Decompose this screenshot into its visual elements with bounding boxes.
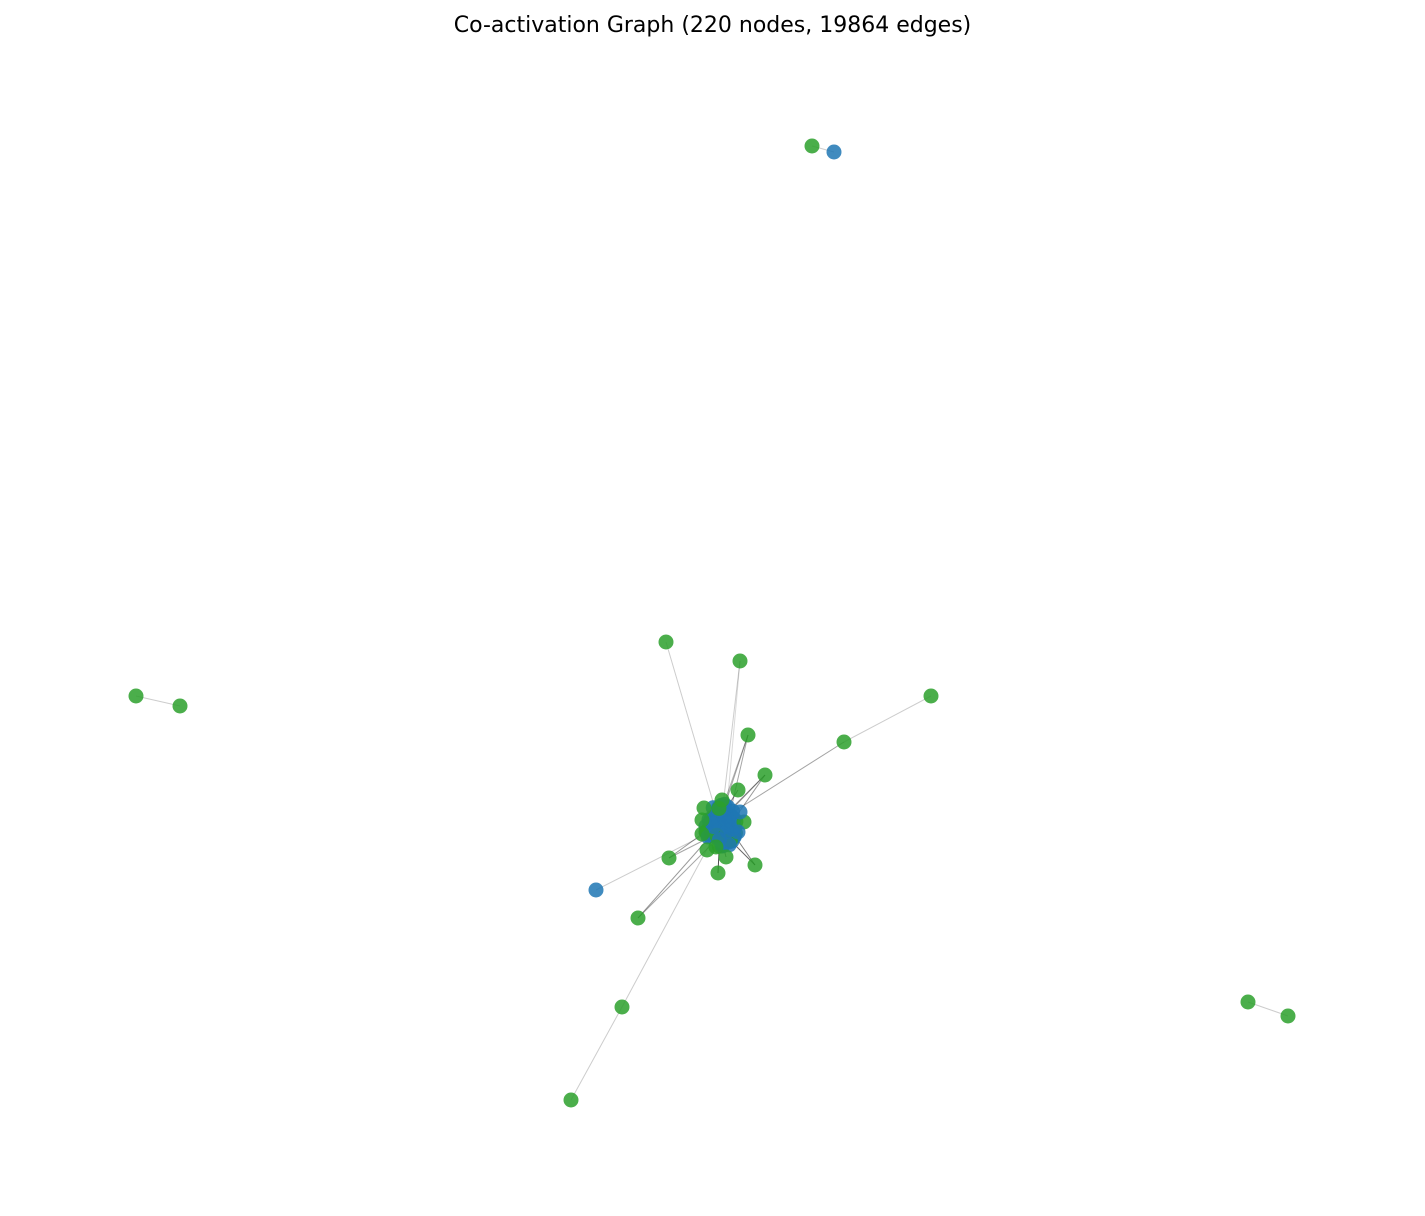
- graph-node: [706, 819, 721, 835]
- graph-node: [696, 800, 712, 816]
- graph-edge: [135, 695, 181, 707]
- graph-edge: [570, 1006, 623, 1101]
- graph-node: [708, 839, 724, 855]
- graph-node: [661, 850, 677, 866]
- graph-edge: [621, 835, 715, 1008]
- graph-node: [804, 138, 820, 154]
- graph-node: [128, 688, 144, 704]
- graph-node: [563, 1092, 579, 1108]
- graph-node: [694, 812, 710, 828]
- graph-node: [740, 727, 756, 743]
- graph-node: [630, 910, 646, 926]
- graph-node: [747, 857, 763, 873]
- graph-edge: [725, 660, 741, 819]
- graph-edge: [721, 660, 741, 815]
- graph-node: [730, 824, 746, 840]
- graph-node: [658, 634, 674, 650]
- graph-node: [757, 767, 773, 783]
- graph-node: [172, 698, 188, 714]
- graph-node: [714, 792, 730, 808]
- graph-node: [588, 882, 604, 898]
- graph-node: [694, 826, 710, 842]
- edges: [135, 145, 1289, 1101]
- graph-edge: [729, 741, 845, 815]
- graph-node: [826, 144, 842, 160]
- graph-edge: [665, 641, 717, 813]
- graph-node: [732, 804, 748, 820]
- graph-node: [718, 849, 734, 865]
- graph-node: [721, 837, 737, 853]
- graph-edge: [843, 695, 932, 743]
- graph-title: Co-activation Graph (220 nodes, 19864 ed…: [453, 13, 972, 38]
- graph-node: [836, 734, 852, 750]
- graph-edge: [723, 741, 845, 819]
- graph-node: [1240, 994, 1256, 1010]
- graph-node: [732, 653, 748, 669]
- graph-node: [1280, 1008, 1296, 1024]
- graph-node: [614, 999, 630, 1015]
- graph-node: [710, 865, 726, 881]
- nodes: [128, 138, 1296, 1108]
- graph-node: [923, 688, 939, 704]
- graph-node: [730, 782, 746, 798]
